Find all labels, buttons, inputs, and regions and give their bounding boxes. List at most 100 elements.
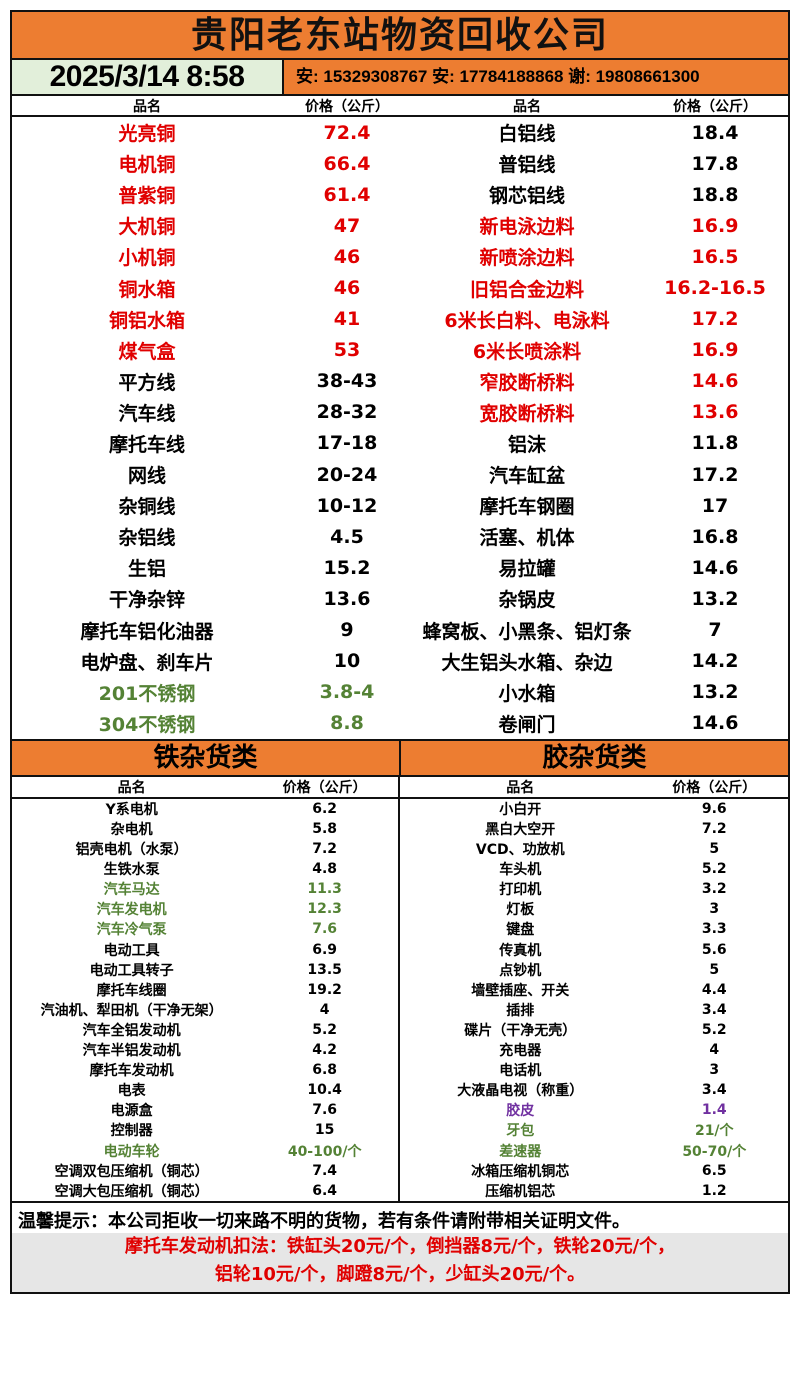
item-name: 汽车发电机 (96, 902, 167, 919)
item-name: 大液晶电视（称重） (457, 1083, 584, 1100)
table-row: 201不锈钢 3.8-4 小水箱 13.2 (12, 677, 788, 708)
item-name: 电源盒 (110, 1103, 153, 1120)
item-name: 杂电机 (110, 822, 153, 839)
item-name: 冰箱压缩机铜芯 (471, 1163, 570, 1180)
header-price: 价格（公斤） (672, 779, 757, 796)
item-price: 1.2 (701, 1182, 727, 1199)
table-row: 胶皮 1.4 (400, 1100, 788, 1120)
table-row: 电机铜 66.4 普铝线 17.8 (12, 148, 788, 179)
table-row: 空调大包压缩机（铜芯） 6.4 (12, 1181, 398, 1201)
item-name: 灯板 (506, 902, 535, 919)
table-row: 生铁水泵 4.8 (12, 859, 398, 879)
item-price: 4.5 (330, 525, 364, 548)
item-name: 旧铝合金边料 (469, 278, 584, 301)
table-row: 汽车马达 11.3 (12, 879, 398, 899)
table-row: 杂铜线 10-12 摩托车钢圈 17 (12, 490, 788, 521)
item-price: 4.2 (312, 1042, 338, 1059)
item-name: 网线 (127, 465, 166, 488)
item-price: 53 (333, 339, 361, 362)
item-name: 牙包 (506, 1123, 535, 1140)
item-price: 10-12 (316, 494, 378, 517)
table-row: 汽车线 28-32 宽胶断桥料 13.6 (12, 397, 788, 428)
table-row: 电动工具 6.9 (12, 940, 398, 960)
table-row: 汽车全铝发动机 5.2 (12, 1020, 398, 1040)
table-row: 汽车发电机 12.3 (12, 899, 398, 919)
item-price: 50-70/个 (682, 1143, 747, 1160)
item-price: 4 (709, 1042, 720, 1059)
item-price: 7.6 (312, 1102, 338, 1119)
item-name: 电机铜 (118, 154, 176, 177)
item-price: 5.6 (701, 941, 727, 958)
table-row: 压缩机铝芯 1.2 (400, 1181, 788, 1201)
item-name: 汽车缸盆 (488, 465, 565, 488)
item-name: 摩托车线 (108, 433, 185, 456)
table-row: 车头机 5.2 (400, 859, 788, 879)
item-name: 控制器 (110, 1123, 153, 1140)
item-name: 窄胶断桥料 (479, 371, 575, 394)
item-name: 汽车马达 (103, 882, 160, 899)
table-row: 铜水箱 46 旧铝合金边料 16.2-16.5 (12, 272, 788, 303)
item-name: 易拉罐 (498, 558, 556, 581)
item-name: 铜铝水箱 (108, 309, 185, 332)
item-name: 电话机 (499, 1063, 542, 1080)
item-name: 碟片（干净无壳） (464, 1022, 577, 1039)
item-name: 键盘 (506, 922, 535, 939)
item-price: 13.6 (323, 587, 371, 610)
item-name: 铝壳电机（水泵） (75, 842, 188, 859)
item-name: 电动车轮 (103, 1143, 160, 1160)
item-price: 17.2 (691, 463, 739, 486)
table-row: 汽车半铝发动机 4.2 (12, 1040, 398, 1060)
item-price: 7.2 (312, 841, 338, 858)
item-price: 46 (333, 245, 361, 268)
item-name: VCD、功放机 (475, 842, 565, 859)
item-price: 7.6 (312, 921, 338, 938)
item-name: 杂锅皮 (498, 589, 556, 612)
item-name: 白铝线 (498, 123, 556, 146)
rubber-section-title: 胶杂货类 (401, 740, 788, 775)
item-name: 钢芯铝线 (488, 185, 565, 208)
item-name: 电炉盘、刹车片 (80, 651, 214, 674)
header-name: 品名 (133, 98, 161, 115)
item-price: 3.2 (701, 881, 727, 898)
item-price: 15.2 (323, 556, 371, 579)
table-row: 差速器 50-70/个 (400, 1140, 788, 1160)
item-name: 汽油机、犁田机（干净无架） (40, 1002, 223, 1019)
company-title: 贵阳老东站物资回收公司 (12, 12, 788, 60)
item-price: 14.6 (691, 556, 739, 579)
item-price: 16.9 (691, 214, 739, 237)
table-row: 大机铜 47 新电泳边料 16.9 (12, 210, 788, 241)
item-name: 墙壁插座、开关 (471, 982, 570, 999)
item-price: 7 (708, 619, 722, 642)
contact-phones: 安: 15329308767 安: 17784188868 谢: 1980866… (284, 60, 788, 94)
item-name: 空调大包压缩机（铜芯） (54, 1183, 209, 1200)
item-price: 17-18 (316, 432, 378, 455)
item-price: 7.2 (701, 821, 727, 838)
item-name: 平方线 (118, 371, 176, 394)
item-name: 摩托车发动机 (89, 1063, 174, 1080)
iron-table: 品名 价格（公斤） Y系电机 6.2 杂电机 5.8 铝壳电机（水泵） 7.2 生铁水泵 4.… (12, 776, 400, 1201)
table-row: 电动车轮 40-100/个 (12, 1140, 398, 1160)
item-price: 13.6 (691, 401, 739, 424)
deduction-line-2: 铝轮10元/个，脚蹬8元/个，少缸头20元/个。 (214, 1263, 586, 1285)
item-name: 生铝 (127, 558, 166, 581)
table-row: 杂电机 5.8 (12, 819, 398, 839)
item-name: 普铝线 (498, 154, 556, 177)
iron-section-title: 铁杂货类 (12, 740, 401, 775)
table-row: 小白开 9.6 (400, 799, 788, 819)
item-price: 5.2 (701, 861, 727, 878)
item-price: 14.6 (691, 712, 739, 735)
item-name: 电动工具 (103, 942, 160, 959)
item-price: 17 (701, 494, 729, 517)
item-name: 201不锈钢 (98, 682, 196, 705)
item-name: 黑白大空开 (485, 822, 556, 839)
table-row: 干净杂锌 13.6 杂锅皮 13.2 (12, 583, 788, 614)
table-row: 大液晶电视（称重） 3.4 (400, 1080, 788, 1100)
table-row: 铝壳电机（水泵） 7.2 (12, 839, 398, 859)
item-price: 7.4 (312, 1162, 338, 1179)
item-price: 3.4 (701, 1001, 727, 1018)
rubber-table: 品名 价格（公斤） 小白开 9.6 黑白大空开 7.2 VCD、功放机 5 车头机 5.2 打印… (400, 777, 788, 1201)
item-price: 6.8 (312, 1062, 338, 1079)
item-price: 6.5 (701, 1162, 727, 1179)
item-name: 大机铜 (118, 216, 176, 239)
item-name: 汽车全铝发动机 (82, 1022, 181, 1039)
